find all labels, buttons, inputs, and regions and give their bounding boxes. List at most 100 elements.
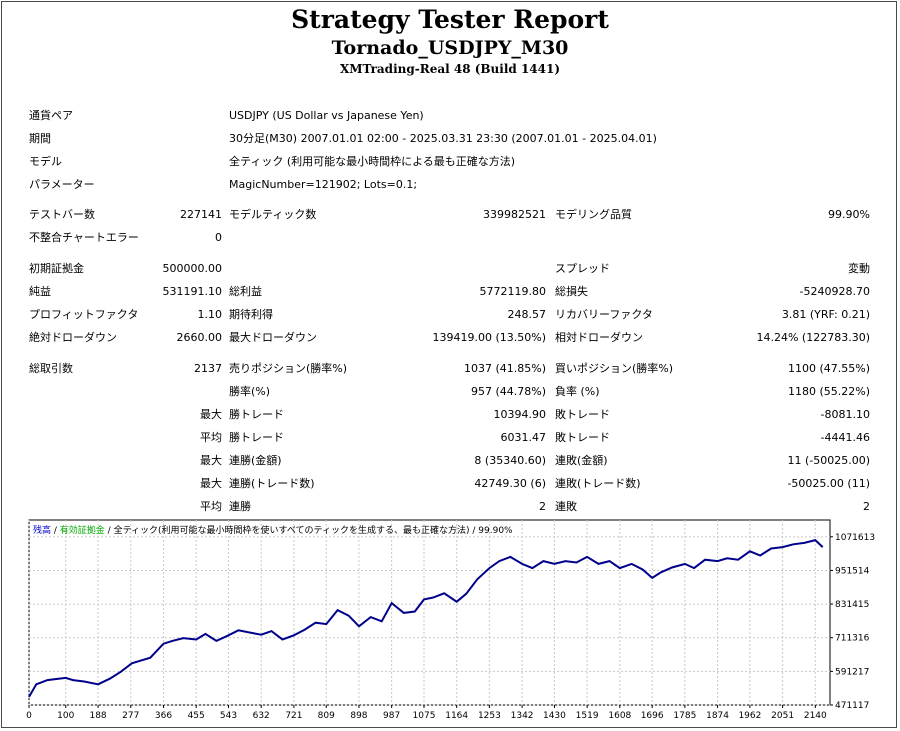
largest-win-value: 10394.90 <box>493 408 547 421</box>
gross-profit-label: 総利益 <box>229 285 262 298</box>
legend-separator: / <box>51 526 60 536</box>
quality-label: モデリング品質 <box>555 208 632 221</box>
legend-quality: 99.90% <box>478 526 513 536</box>
trades-label: 総取引数 <box>29 362 73 375</box>
short-label: 売りポジション(勝率%) <box>229 362 348 375</box>
deposit-label: 初期証拠金 <box>29 262 84 275</box>
abs-dd-label: 絶対ドローダウン <box>29 331 117 344</box>
gross-profit-value: 5772119.80 <box>479 285 546 298</box>
max-cons-wins-value: 8 (35340.60) <box>474 454 546 467</box>
x-tick-label: 1608 <box>608 711 631 721</box>
x-tick-label: 721 <box>285 711 302 721</box>
gross-loss-value: -5240928.70 <box>799 285 870 298</box>
x-tick-label: 2051 <box>771 711 794 721</box>
x-tick-label: 1785 <box>673 711 696 721</box>
recovery-label: リカバリーファクタ <box>555 308 653 321</box>
mismatch-value: 0 <box>215 231 222 244</box>
period-value: 30分足(M30) 2007.01.01 02:00 - 2025.03.31 … <box>229 132 657 145</box>
net-label: 純益 <box>29 285 51 298</box>
params-value: MagicNumber=121902; Lots=0.1; <box>229 178 418 191</box>
ticks-label: モデルティック数 <box>229 208 317 221</box>
avg-win-label: 勝トレード <box>229 431 284 444</box>
x-axis: 0 100 188 277 366 455 543 632 721 809 898 987 1075 11… <box>26 705 827 721</box>
rel-dd-value: 14.24% (122783.30) <box>756 331 870 344</box>
pf-label: プロフィットファクタ <box>29 308 139 321</box>
max-cons-loss-label: 連敗(トレード数) <box>555 477 641 490</box>
quality-value: 99.90% <box>828 208 870 221</box>
model-label: モデル <box>29 155 62 168</box>
net-value: 531191.10 <box>162 285 223 298</box>
avg-prefix: 平均 <box>200 431 222 444</box>
avg-cons-wins-label: 連勝 <box>229 500 251 513</box>
long-value: 1100 (47.55%) <box>787 362 870 375</box>
avg-prefix: 平均 <box>200 500 222 513</box>
legend-balance: 残高 <box>33 524 51 536</box>
x-tick-label: 1253 <box>478 711 501 721</box>
avg-loss-value: -4441.46 <box>820 431 870 444</box>
bars-value: 227141 <box>180 208 222 221</box>
rel-dd-label: 相対ドローダウン <box>555 331 643 344</box>
x-tick-label: 632 <box>253 711 270 721</box>
plot-area <box>28 519 831 706</box>
y-tick-label: 711316 <box>835 634 870 644</box>
x-tick-label: 2140 <box>804 711 827 721</box>
legend-separator: / <box>470 526 479 536</box>
max-prefix: 最大 <box>200 408 222 421</box>
trades-value: 2137 <box>194 362 222 375</box>
x-tick-label: 543 <box>220 711 237 721</box>
max-dd-value: 139419.00 (13.50%) <box>432 331 546 344</box>
report-build: XMTrading-Real 48 (Build 1441) <box>339 62 561 76</box>
y-axis: 1071613 951514 831415 711316 591217 471117 <box>830 533 875 711</box>
x-tick-label: 455 <box>188 711 205 721</box>
params-label: パラメーター <box>29 178 95 191</box>
report-subtitle: Tornado_USDJPY_M30 <box>331 37 569 59</box>
abs-dd-value: 2660.00 <box>176 331 223 344</box>
max-cons-losses-label: 連敗(金額) <box>555 454 608 467</box>
x-tick-label: 809 <box>318 711 335 721</box>
mismatch-label: 不整合チャートエラー <box>29 231 139 244</box>
x-tick-label: 1164 <box>445 711 468 721</box>
avg-cons-losses-value: 2 <box>863 500 870 513</box>
avg-win-value: 6031.47 <box>500 431 547 444</box>
ticks-value: 339982521 <box>483 208 546 221</box>
chart-legend: 残高 / 有効証拠金 / 全ティック(利用可能な最小時間枠を使いすべてのティック… <box>33 524 513 536</box>
pf-value: 1.10 <box>197 308 223 321</box>
avg-loss-label: 敗トレード <box>555 431 610 444</box>
max-prefix: 最大 <box>200 477 222 490</box>
gross-loss-label: 総損失 <box>555 285 588 298</box>
y-tick-label: 951514 <box>835 566 870 576</box>
loss-pct-value: 1180 (55.22%) <box>787 385 870 398</box>
x-tick-label: 898 <box>350 711 367 721</box>
x-tick-label: 366 <box>155 711 172 721</box>
x-tick-label: 277 <box>122 711 139 721</box>
max-cons-wins-label: 連勝(金額) <box>229 454 282 467</box>
x-tick-label: 1519 <box>576 711 599 721</box>
spread-value: 変動 <box>848 262 870 275</box>
avg-cons-losses-label: 連敗 <box>555 500 577 513</box>
legend-separator: / <box>105 526 114 536</box>
report-title: Strategy Tester Report <box>291 5 609 34</box>
x-tick-label: 0 <box>26 711 32 721</box>
expected-value: 248.57 <box>507 308 547 321</box>
x-tick-label: 1874 <box>706 711 729 721</box>
symbol-label: 通貨ペア <box>29 109 73 122</box>
max-cons-profit-label: 連勝(トレード数) <box>229 477 315 490</box>
win-pct-value: 957 (44.78%) <box>470 385 546 398</box>
max-cons-loss-value: -50025.00 (11) <box>787 477 870 490</box>
legend-equity: 有効証拠金 <box>60 524 105 536</box>
x-tick-label: 1342 <box>511 711 534 721</box>
short-value: 1037 (41.85%) <box>463 362 546 375</box>
largest-loss-label: 敗トレード <box>555 408 610 421</box>
max-cons-profit-value: 42749.30 (6) <box>474 477 546 490</box>
bars-label: テストバー数 <box>29 208 95 221</box>
chart-grid <box>28 520 830 706</box>
y-tick-label: 471117 <box>835 701 869 711</box>
legend-model: 全ティック(利用可能な最小時間枠を使いすべてのティックを生成する、最も正確な方法… <box>114 524 470 536</box>
loss-pct-label: 負率 (%) <box>555 385 600 398</box>
largest-win-label: 勝トレード <box>229 408 284 421</box>
max-prefix: 最大 <box>200 454 222 467</box>
x-tick-label: 987 <box>383 711 400 721</box>
largest-loss-value: -8081.10 <box>820 408 870 421</box>
